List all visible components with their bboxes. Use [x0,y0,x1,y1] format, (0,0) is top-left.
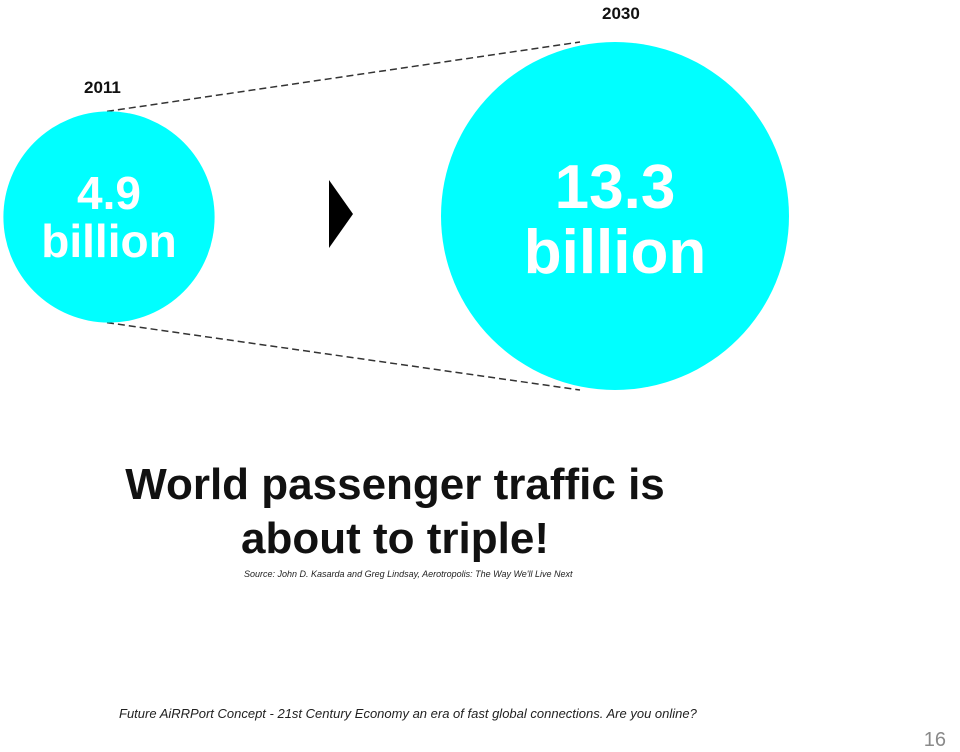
page-number: 16 [923,729,946,751]
bubble-unit-2030: billion [523,217,707,287]
source-citation: Source: John D. Kasarda and Greg Lindsay… [244,569,573,579]
year-label-2011: 2011 [84,78,121,97]
bubble-label-2030: 13.3 billion [441,155,789,285]
bubble-label-2011: 4.9 billion [3,166,214,267]
dashed-connector-top [106,41,581,113]
headline: World passenger traffic is about to trip… [125,460,665,563]
bubble-2011 [3,111,215,323]
bubble-value-2011: 4.9 [77,166,141,219]
bubble-value-2030: 13.3 [554,152,676,222]
bubble-unit-2011: billion [41,214,177,267]
bubble-2030 [441,42,789,390]
dashed-connector-bottom [106,321,581,391]
year-label-2030: 2030 [602,4,640,23]
play-arrow-icon [329,180,353,248]
footer-text: Future AiRRPort Concept - 21st Century E… [119,706,697,721]
